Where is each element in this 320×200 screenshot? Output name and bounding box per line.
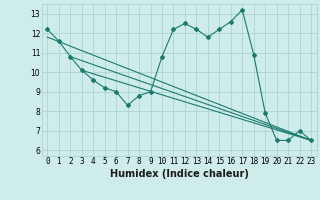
X-axis label: Humidex (Indice chaleur): Humidex (Indice chaleur) [110,169,249,179]
